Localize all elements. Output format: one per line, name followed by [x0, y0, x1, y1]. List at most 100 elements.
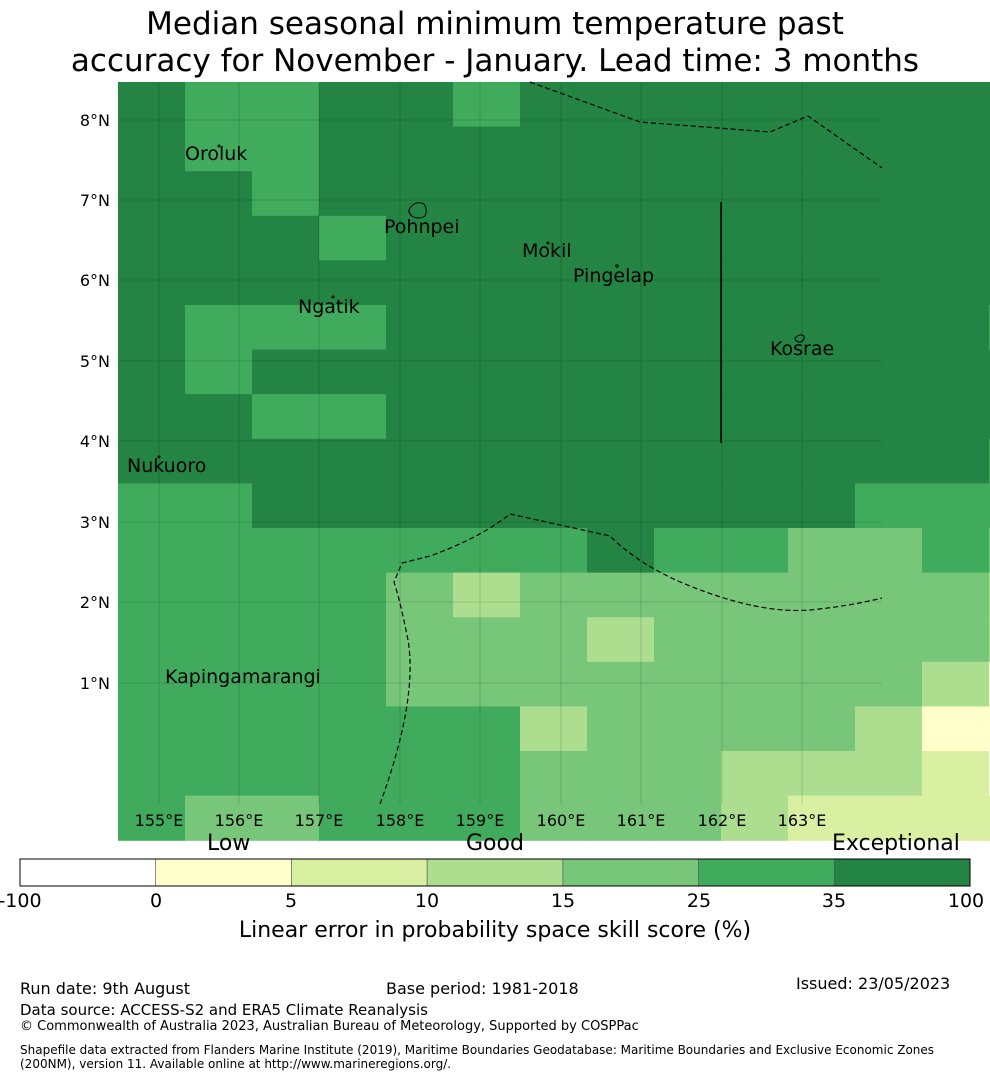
- grid-cell: [520, 751, 588, 797]
- grid-cell: [185, 305, 253, 351]
- grid-cell: [788, 438, 856, 484]
- grid-cell: [922, 349, 990, 395]
- grid-cell: [855, 394, 923, 440]
- grid-cell: [453, 661, 521, 707]
- lat-label-6n: 6°N: [79, 271, 110, 290]
- grid-cell: [118, 617, 186, 663]
- mokil-dot: [546, 241, 550, 245]
- grid-cell: [587, 795, 655, 841]
- grid-cell: [788, 617, 856, 663]
- grid-cell: [386, 617, 454, 663]
- grid-cell: [922, 305, 990, 351]
- grid-cell: [252, 215, 320, 261]
- grid-cell: [922, 795, 990, 841]
- grid-cell: [185, 706, 253, 752]
- grid-cell: [453, 394, 521, 440]
- grid-cell: [788, 661, 856, 707]
- grid-cell: [386, 82, 454, 128]
- grid-cell: [118, 260, 186, 306]
- place-label-ngatik: Ngatik: [298, 296, 360, 318]
- grid-cell: [386, 394, 454, 440]
- grid-cell: [185, 82, 253, 128]
- grid-cell: [788, 572, 856, 618]
- grid-cell: [319, 438, 387, 484]
- grid-cell: [654, 483, 722, 529]
- grid-cell: [520, 706, 588, 752]
- grid-cell: [252, 171, 320, 217]
- grid-cell: [185, 349, 253, 395]
- grid-cell: [319, 661, 387, 707]
- grid-cell: [788, 260, 856, 306]
- grid-cell: [654, 260, 722, 306]
- grid-cell: [855, 572, 923, 618]
- grid-cell: [587, 349, 655, 395]
- place-label-oroluk: Oroluk: [185, 143, 248, 165]
- grid-cell: [587, 126, 655, 172]
- grid-cell: [654, 661, 722, 707]
- grid-cell: [654, 572, 722, 618]
- grid-cell: [922, 126, 990, 172]
- grid-cell: [587, 483, 655, 529]
- title-line-1: Median seasonal minimum temperature past: [146, 6, 844, 42]
- grid-cell: [118, 394, 186, 440]
- grid-cell: [788, 795, 856, 841]
- colorbar-swatch: [155, 858, 292, 887]
- grid-cell: [855, 171, 923, 217]
- grid-cell: [587, 260, 655, 306]
- grid-cell: [319, 349, 387, 395]
- grid-cell: [252, 617, 320, 663]
- colorbar-tick: 100: [947, 890, 985, 912]
- grid-cell: [922, 528, 990, 574]
- lat-label-7n: 7°N: [79, 191, 110, 210]
- grid-cell: [788, 394, 856, 440]
- grid-cell: [922, 751, 990, 797]
- grid-cell: [453, 438, 521, 484]
- grid-cell: [185, 394, 253, 440]
- grid-cell: [118, 215, 186, 261]
- base-period: Base period: 1981-2018: [386, 979, 579, 998]
- grid-cell: [587, 572, 655, 618]
- colorbar-swatch: [19, 858, 157, 887]
- lon-label-156e: 156°E: [214, 811, 264, 830]
- grid-cell: [453, 795, 521, 841]
- grid-cell: [319, 215, 387, 261]
- grid-cell: [252, 661, 320, 707]
- grid-cell: [721, 795, 789, 841]
- grid-cell: [453, 126, 521, 172]
- grid-cell: [453, 751, 521, 797]
- grid-cell: [587, 617, 655, 663]
- colorbar-category-exceptional: Exceptional: [832, 831, 960, 856]
- issued-date: Issued: 23/05/2023: [796, 974, 951, 993]
- lon-label-158e: 158°E: [375, 811, 425, 830]
- grid-cell: [587, 751, 655, 797]
- grid-cell: [855, 305, 923, 351]
- grid-cell: [252, 572, 320, 618]
- colorbar-tick: 5: [284, 890, 298, 912]
- data-source: Data source: ACCESS-S2 and ERA5 Climate …: [20, 1001, 428, 1019]
- grid-cell: [855, 795, 923, 841]
- grid-cell: [855, 661, 923, 707]
- grid-cell: [453, 349, 521, 395]
- ngatik-dot: [331, 295, 335, 299]
- grid-cell: [185, 617, 253, 663]
- grid-cell: [118, 661, 186, 707]
- grid-cell: [319, 126, 387, 172]
- grid-cell: [654, 305, 722, 351]
- grid-cell: [721, 572, 789, 618]
- grid-cell: [855, 751, 923, 797]
- grid-cell: [721, 126, 789, 172]
- place-label-pingelap: Pingelap: [573, 265, 655, 287]
- colorbar-tick: 35: [821, 890, 847, 912]
- grid-cell: [587, 438, 655, 484]
- colorbar-outline: [19, 858, 971, 887]
- place-label-pohnpei: Pohnpei: [384, 216, 460, 238]
- lon-label-159e: 159°E: [455, 811, 505, 830]
- grid-cell: [520, 305, 588, 351]
- grid-cell: [252, 438, 320, 484]
- grid-cell: [386, 483, 454, 529]
- grid-cell: [654, 126, 722, 172]
- grid-cell: [788, 349, 856, 395]
- grid-cell: [654, 349, 722, 395]
- grid-cell: [386, 171, 454, 217]
- skill-grid: [118, 82, 990, 841]
